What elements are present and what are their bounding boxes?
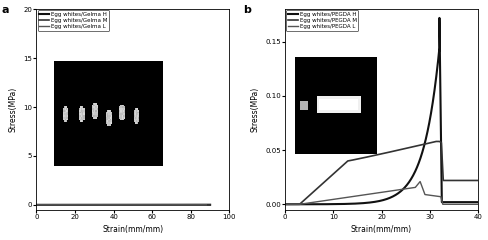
Egg whites/Gelma M: [34, 203, 40, 206]
Egg whites/PEGDA M: [282, 203, 288, 206]
Line: Egg whites/PEGDA M: Egg whites/PEGDA M: [285, 141, 478, 204]
Egg whites/Gelma M: [51, 203, 57, 206]
Egg whites/PEGDA L: [475, 203, 481, 206]
Egg whites/PEGDA M: [349, 159, 355, 162]
Egg whites/Gelma H: [207, 203, 213, 206]
Egg whites/PEGDA M: [336, 168, 342, 171]
Egg whites/Gelma H: [110, 203, 116, 206]
Legend: Egg whites/PEGDA H, Egg whites/PEGDA M, Egg whites/PEGDA L: Egg whites/PEGDA H, Egg whites/PEGDA M, …: [286, 10, 358, 31]
Egg whites/Gelma M: [104, 203, 110, 206]
Egg whites/PEGDA L: [427, 194, 433, 197]
Egg whites/PEGDA H: [360, 202, 366, 204]
Egg whites/PEGDA L: [319, 200, 325, 203]
Egg whites/Gelma L: [102, 203, 108, 206]
Egg whites/PEGDA M: [433, 140, 439, 143]
Text: b: b: [243, 5, 250, 15]
Egg whites/PEGDA L: [378, 191, 384, 194]
Egg whites/Gelma M: [207, 203, 213, 206]
Egg whites/PEGDA H: [475, 201, 481, 204]
Egg whites/Gelma M: [169, 203, 175, 206]
Egg whites/Gelma L: [203, 203, 209, 206]
Legend: Egg whites/Gelma H, Egg whites/Gelma M, Egg whites/Gelma L: Egg whites/Gelma H, Egg whites/Gelma M, …: [38, 10, 109, 31]
Egg whites/Gelma L: [150, 203, 156, 206]
Egg whites/PEGDA M: [475, 179, 481, 182]
Egg whites/PEGDA H: [436, 17, 442, 19]
Y-axis label: Stress(MPa): Stress(MPa): [251, 87, 260, 132]
Egg whites/PEGDA H: [282, 203, 288, 206]
Egg whites/PEGDA L: [401, 188, 407, 191]
Egg whites/PEGDA H: [451, 201, 457, 204]
Egg whites/Gelma H: [34, 203, 40, 206]
Egg whites/Gelma L: [166, 203, 172, 206]
Egg whites/Gelma M: [172, 203, 178, 206]
Egg whites/PEGDA M: [438, 141, 444, 144]
Egg whites/PEGDA L: [417, 180, 423, 183]
Egg whites/Gelma L: [169, 203, 175, 206]
Egg whites/Gelma H: [172, 203, 178, 206]
Egg whites/Gelma L: [34, 203, 40, 206]
X-axis label: Strain(mm/mm): Strain(mm/mm): [351, 225, 412, 234]
Egg whites/PEGDA H: [452, 201, 458, 204]
Egg whites/PEGDA M: [321, 181, 327, 184]
Egg whites/PEGDA M: [290, 203, 296, 206]
Egg whites/Gelma M: [110, 203, 116, 206]
Egg whites/Gelma H: [51, 203, 57, 206]
Egg whites/PEGDA H: [419, 151, 425, 154]
Egg whites/PEGDA L: [282, 203, 288, 206]
Egg whites/PEGDA L: [410, 186, 416, 189]
Egg whites/Gelma H: [169, 203, 175, 206]
Egg whites/PEGDA M: [317, 185, 323, 188]
Egg whites/Gelma H: [153, 203, 159, 206]
X-axis label: Strain(mm/mm): Strain(mm/mm): [102, 225, 163, 234]
Line: Egg whites/PEGDA L: Egg whites/PEGDA L: [285, 181, 478, 204]
Egg whites/Gelma M: [153, 203, 159, 206]
Egg whites/Gelma H: [104, 203, 110, 206]
Y-axis label: Stress(MPa): Stress(MPa): [9, 87, 18, 132]
Egg whites/Gelma L: [51, 203, 57, 206]
Egg whites/Gelma L: [108, 203, 114, 206]
Egg whites/PEGDA L: [430, 194, 436, 197]
Text: a: a: [2, 5, 9, 15]
Line: Egg whites/PEGDA H: Egg whites/PEGDA H: [285, 18, 478, 204]
Egg whites/PEGDA H: [374, 200, 380, 203]
Egg whites/PEGDA H: [300, 203, 306, 206]
